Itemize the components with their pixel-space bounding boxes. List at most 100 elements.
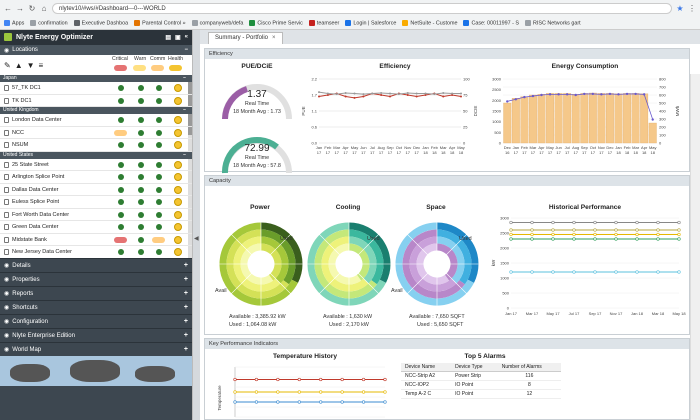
expand-panel-icon[interactable]: + <box>183 262 188 269</box>
y-tick-label: 0.0 <box>311 141 317 146</box>
temp-chart[interactable]: Temperature <box>209 361 389 419</box>
expand-panel-icon[interactable]: + <box>183 304 188 311</box>
bookmark-item[interactable]: Login | Salesforce <box>345 19 396 26</box>
location-row[interactable]: Midstate Bank <box>0 234 192 246</box>
home-icon[interactable]: ⌂ <box>41 3 47 13</box>
bookmark-item[interactable]: teamseer <box>308 19 339 26</box>
main-scrollbar[interactable] <box>690 74 700 420</box>
power-used: Used : 1,064.08 kW <box>229 322 277 328</box>
collapse-locations-icon[interactable]: − <box>184 47 188 53</box>
forward-icon[interactable]: → <box>16 3 24 13</box>
bookmark-item[interactable]: confirmation <box>30 19 68 26</box>
location-row[interactable]: Fort Worth Data Center <box>0 209 192 221</box>
location-row[interactable]: 57_TK DC1 <box>0 82 192 95</box>
efficiency-point <box>424 92 427 95</box>
menu-icon[interactable]: ⋮ <box>688 3 696 13</box>
panel-splitter[interactable]: ◀ <box>192 30 200 420</box>
location-row[interactable]: NSUM <box>0 139 192 152</box>
capacity-section-header[interactable]: Capacity <box>205 176 689 186</box>
bookmark-item[interactable]: Parental Control » <box>134 19 186 26</box>
collapse-icon[interactable]: « <box>184 33 188 40</box>
energy-chart[interactable]: 8007006005004003002001000300025002000150… <box>489 71 687 171</box>
historical-point <box>635 220 639 225</box>
collapse-group-icon[interactable]: − <box>183 75 186 81</box>
expand-panel-icon[interactable]: + <box>183 276 188 283</box>
critical-count-badge[interactable] <box>114 65 127 71</box>
ring-divider <box>231 234 253 256</box>
kpi-section-header[interactable]: Key Performance Indicators <box>205 339 689 349</box>
bookmark-item[interactable]: Apps <box>4 19 24 26</box>
list-icon[interactable]: ≡ <box>38 60 44 70</box>
location-row[interactable]: London Data Center <box>0 114 192 127</box>
y-tick-label: 700 <box>659 85 666 90</box>
bookmark-item[interactable]: Cisco Prime Servic <box>249 19 303 26</box>
collapse-group-icon[interactable]: − <box>183 151 186 158</box>
x-tick-label: Apr <box>343 145 350 150</box>
panel-details[interactable]: ◉ Details + <box>0 258 192 272</box>
efficiency-point <box>344 95 347 98</box>
locations-header[interactable]: ◉ Locations − <box>0 44 192 55</box>
expand-icon[interactable]: ◀ <box>194 236 199 242</box>
lock-icon[interactable]: ▣ <box>174 34 181 41</box>
alarm-row[interactable]: NCC-Strip A2 Power Strip 116 <box>401 371 561 381</box>
panel-world-map[interactable]: ◉ World Map + <box>0 342 192 356</box>
bookmark-item[interactable]: companyweb/defa <box>191 19 243 26</box>
panel-nlyte-enterprise-edition[interactable]: ◉ Nlyte Enterprise Edition + <box>0 328 192 342</box>
location-row[interactable]: Euless Splice Point <box>0 196 192 209</box>
expand-panel-icon[interactable]: + <box>183 332 188 339</box>
pin-icon[interactable]: ▲ <box>14 60 23 70</box>
collapse-group-icon[interactable]: − <box>183 107 186 113</box>
bookmark-label: Executive Dashboa <box>81 20 129 27</box>
historical-point <box>509 237 513 241</box>
expand-panel-icon[interactable]: + <box>183 290 188 297</box>
print-icon[interactable]: ▤ <box>165 34 171 41</box>
panel-shortcuts[interactable]: ◉ Shortcuts + <box>0 300 192 314</box>
warn-count-badge[interactable] <box>133 65 146 71</box>
tab-summary-portfolio[interactable]: Summary - Portfolio × <box>208 32 283 44</box>
expand-panel-icon[interactable]: + <box>183 318 188 325</box>
expand-panel-icon[interactable]: + <box>183 346 188 353</box>
location-row[interactable]: 25 State Street <box>0 159 192 171</box>
efficiency-point <box>318 91 320 94</box>
bookmark-item[interactable]: Executive Dashboa <box>73 19 129 27</box>
filter-icon[interactable]: ▼ <box>26 60 35 70</box>
edit-icon[interactable]: ✎ <box>4 60 11 70</box>
location-group-header[interactable]: Japan − <box>0 75 192 82</box>
health-status-indicator <box>174 198 182 206</box>
capacity-donuts[interactable] <box>213 216 483 312</box>
address-bar[interactable]: nlytev10/#ws/#Dashboard---0---WORLD <box>52 2 672 14</box>
energy-point <box>540 93 543 97</box>
alarm-column-header[interactable]: Device Type <box>451 363 498 372</box>
location-row[interactable]: Arlington Splice Point <box>0 171 192 184</box>
location-group-header[interactable]: United Kingdom − <box>0 107 192 114</box>
location-scrollbar[interactable] <box>188 75 192 258</box>
location-row[interactable]: Green Data Center <box>0 221 192 234</box>
tab-close-icon[interactable]: × <box>272 35 276 41</box>
reload-icon[interactable]: ↻ <box>28 3 36 13</box>
star-icon[interactable]: ★ <box>676 3 684 13</box>
location-row[interactable]: TK DC1 <box>0 95 192 107</box>
location-row[interactable]: New Jersey Data Center <box>0 246 192 258</box>
back-icon[interactable]: ← <box>4 3 12 13</box>
comm-count-badge[interactable] <box>151 65 164 71</box>
panel-properties[interactable]: ◉ Properties + <box>0 272 192 286</box>
panel-reports[interactable]: ◉ Reports + <box>0 286 192 300</box>
alarm-row[interactable]: Temp A-2 C IO Point 12 <box>401 389 561 399</box>
comm-status-indicator <box>156 249 162 255</box>
temp-point <box>361 390 366 394</box>
efficiency-section-header[interactable]: Efficiency <box>205 49 689 59</box>
location-row[interactable]: NCC <box>0 127 192 139</box>
bookmark-item[interactable]: RISC Networks gart <box>525 19 581 26</box>
alarm-column-header[interactable]: Device Name <box>401 363 452 372</box>
bookmark-item[interactable]: Case: 00011997 - S <box>463 19 519 26</box>
location-group-header[interactable]: United States − <box>0 151 192 159</box>
alarm-row[interactable]: NCC-IOP2 IO Point 8 <box>401 380 561 390</box>
location-row[interactable]: Dallas Data Center <box>0 184 192 196</box>
world-map[interactable] <box>0 356 192 386</box>
alarm-column-header[interactable]: Number of Alarms <box>497 363 561 372</box>
health-count-badge[interactable] <box>169 65 182 71</box>
bookmark-item[interactable]: NetSuite - Custome <box>402 19 457 26</box>
panel-configuration[interactable]: ◉ Configuration + <box>0 314 192 328</box>
